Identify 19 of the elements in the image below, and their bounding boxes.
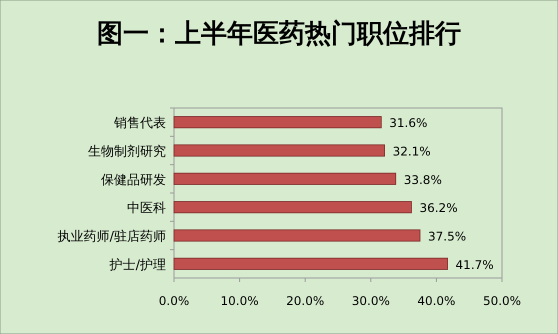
x-tick-label: 20.0% bbox=[286, 294, 324, 308]
data-label: 32.1% bbox=[392, 144, 431, 158]
y-tick-label: 护士/护理 bbox=[108, 258, 166, 273]
y-tick-label: 中医科 bbox=[127, 201, 166, 216]
x-tick-label: 40.0% bbox=[417, 294, 456, 308]
x-tick-label: 50.0% bbox=[482, 294, 522, 308]
data-label: 41.7% bbox=[456, 258, 494, 272]
x-tick-label: 10.0% bbox=[220, 294, 259, 308]
y-tick-label: 生物制剂研究 bbox=[88, 144, 166, 160]
y-tick-label: 销售代表 bbox=[113, 116, 166, 132]
x-tick-label: 30.0% bbox=[352, 294, 390, 308]
data-label: 31.6% bbox=[389, 116, 428, 130]
data-label: 37.5% bbox=[428, 230, 466, 244]
data-label: 33.8% bbox=[404, 172, 442, 187]
x-tick-label: 0.0% bbox=[158, 294, 190, 308]
data-label: 36.2% bbox=[419, 201, 458, 216]
y-tick-label: 执业药师/驻店药师 bbox=[58, 228, 166, 244]
y-tick-label: 保健品研发 bbox=[101, 172, 166, 188]
chart-title: 图一：上半年医药热门职位排行 bbox=[97, 19, 461, 49]
